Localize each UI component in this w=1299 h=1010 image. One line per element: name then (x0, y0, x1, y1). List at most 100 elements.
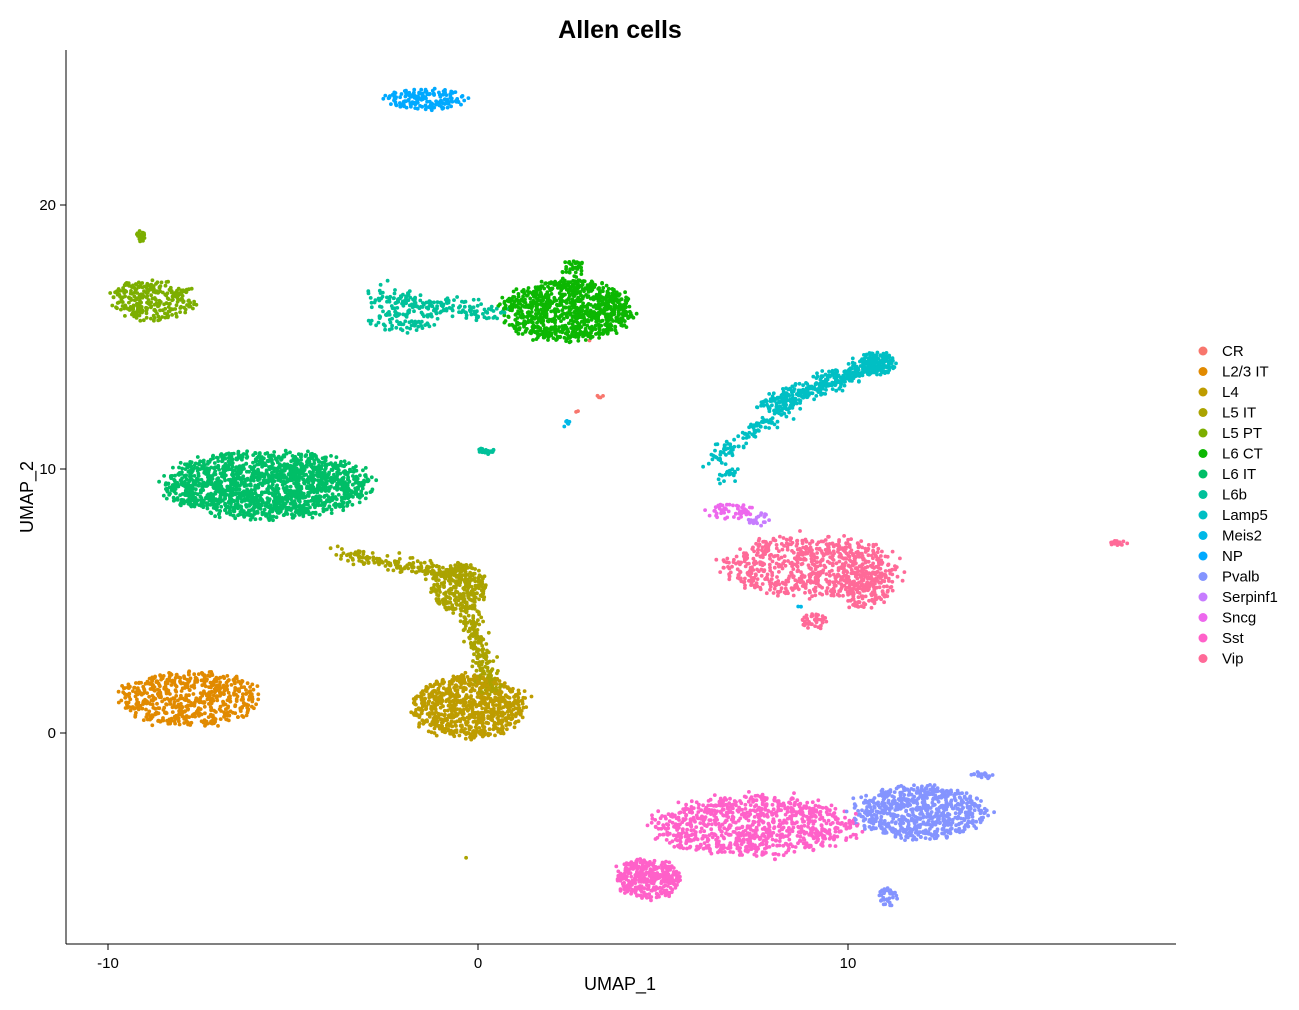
data-point (334, 455, 339, 460)
data-point (524, 705, 529, 709)
data-point (221, 692, 226, 696)
data-point (211, 717, 215, 722)
data-point (718, 481, 722, 486)
data-point (859, 539, 864, 543)
data-point (464, 855, 468, 860)
data-point (432, 731, 437, 735)
data-point (890, 820, 894, 824)
data-point (775, 419, 780, 424)
data-point (159, 677, 164, 682)
data-point (579, 272, 584, 276)
data-point (480, 587, 485, 592)
data-point (192, 299, 197, 304)
data-point (701, 464, 705, 469)
data-point (714, 557, 719, 562)
data-point (837, 539, 841, 544)
data-point (170, 710, 175, 714)
data-point (470, 709, 475, 714)
data-point (663, 827, 668, 831)
data-point (1121, 539, 1126, 544)
data-point (805, 800, 810, 805)
data-point (716, 477, 721, 482)
data-point (474, 661, 478, 665)
data-point (761, 820, 766, 824)
data-point (208, 502, 213, 507)
data-point (455, 295, 459, 299)
data-point (392, 291, 397, 296)
data-point (253, 488, 257, 493)
data-point (479, 302, 483, 306)
data-point (171, 465, 175, 470)
data-point (301, 491, 306, 496)
data-point (699, 826, 704, 831)
data-point (813, 803, 818, 808)
data-point (147, 709, 152, 714)
data-point (851, 796, 856, 801)
data-point (787, 837, 792, 842)
data-point (219, 504, 224, 509)
data-point (601, 286, 606, 290)
data-point (828, 573, 832, 578)
data-point (177, 709, 182, 713)
data-point (315, 478, 320, 483)
data-point (457, 733, 462, 738)
data-point (272, 450, 277, 454)
data-point (452, 298, 456, 302)
data-point (150, 702, 155, 707)
data-point (417, 721, 422, 726)
data-point (675, 838, 680, 843)
data-point (882, 600, 886, 605)
data-point (161, 493, 166, 498)
data-point (563, 260, 568, 265)
data-point (339, 459, 343, 464)
data-point (226, 690, 231, 695)
data-point (667, 819, 672, 824)
data-point (827, 579, 832, 584)
data-point (836, 580, 841, 585)
data-point (128, 708, 133, 713)
data-point (814, 560, 819, 564)
data-point (786, 805, 790, 810)
data-point (770, 837, 775, 842)
data-point (521, 294, 525, 299)
data-point (739, 801, 744, 806)
data-point (793, 578, 798, 583)
data-point (774, 546, 779, 551)
data-point (813, 593, 818, 598)
data-point (682, 810, 686, 815)
data-point (519, 709, 524, 713)
data-point (986, 813, 990, 818)
data-point (667, 894, 671, 899)
data-point (768, 587, 772, 592)
data-point (475, 303, 480, 308)
data-point (432, 300, 436, 305)
data-point (157, 706, 162, 711)
data-point (713, 803, 718, 808)
data-point (564, 267, 568, 271)
data-point (799, 562, 804, 567)
data-point (256, 697, 261, 702)
data-point (781, 561, 785, 566)
data-point (793, 845, 798, 849)
data-point (441, 565, 445, 570)
data-point (953, 791, 957, 796)
data-point (214, 455, 219, 460)
data-point (341, 551, 346, 555)
data-point (289, 497, 293, 502)
data-point (329, 454, 333, 458)
data-point (225, 674, 230, 678)
data-point (725, 502, 729, 507)
data-point (639, 859, 644, 863)
data-point (789, 797, 794, 801)
data-point (699, 808, 704, 812)
data-point (327, 504, 332, 509)
data-point (157, 683, 162, 688)
data-point (831, 558, 836, 562)
data-point (511, 289, 516, 294)
data-point (178, 306, 183, 310)
data-point (192, 504, 197, 509)
data-point (820, 369, 825, 373)
data-point (898, 556, 902, 561)
data-point (144, 699, 149, 703)
data-point (149, 293, 154, 298)
